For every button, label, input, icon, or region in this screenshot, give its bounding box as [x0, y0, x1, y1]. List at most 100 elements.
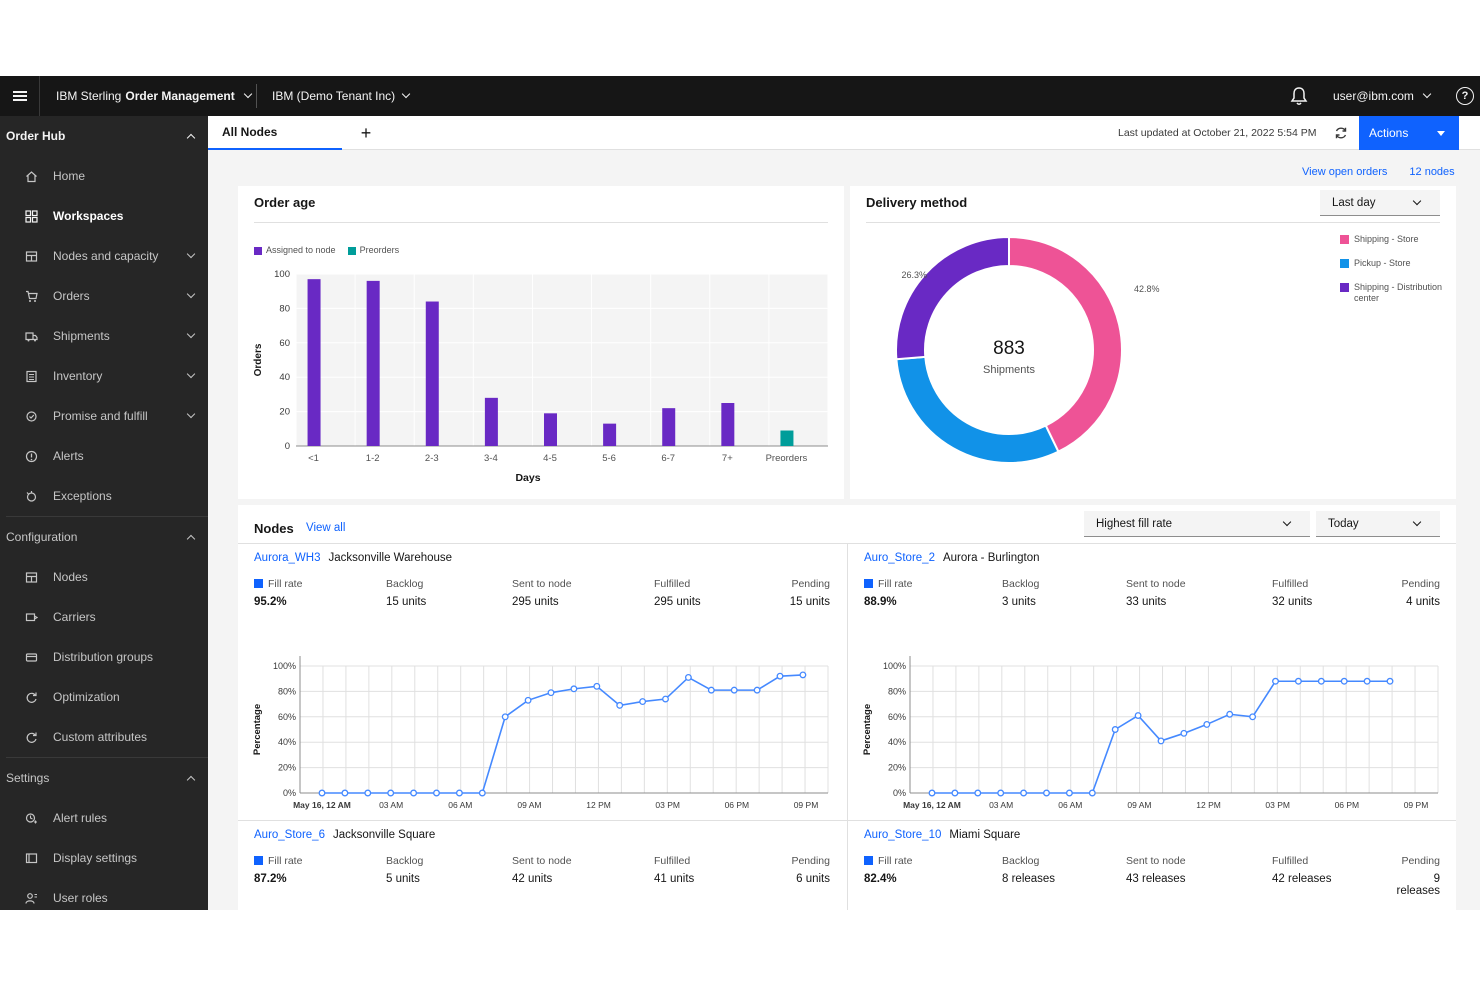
- metric-fulfilled: Fulfilled 42 releases: [1272, 855, 1331, 885]
- metric-value: 15 units: [386, 596, 427, 608]
- nodes-view-all-link[interactable]: View all: [306, 522, 346, 534]
- sidebar-item-alerts[interactable]: Alerts: [0, 436, 208, 476]
- sidebar-item-promise-and-fulfill[interactable]: Promise and fulfill: [0, 396, 208, 436]
- settings-list: Alert rules Display settings User roles: [0, 798, 208, 910]
- nodes-count-link[interactable]: 12 nodes: [1409, 166, 1455, 178]
- sidebar-section-settings[interactable]: Settings: [0, 758, 208, 798]
- data-point: [455, 789, 463, 797]
- sidebar-item-workspaces[interactable]: Workspaces: [0, 196, 208, 236]
- top-bar: IBM Sterling Order Management IBM (Demo …: [0, 76, 1480, 116]
- sidebar-item-distribution-groups[interactable]: Distribution groups: [0, 637, 208, 677]
- sidebar-item-nodes[interactable]: Nodes: [0, 557, 208, 597]
- metric-label: Sent to node: [1126, 855, 1186, 867]
- order-age-legend: Assigned to node Preorders: [254, 245, 399, 255]
- notification-bell-icon[interactable]: [1290, 86, 1308, 106]
- data-point: [1134, 712, 1142, 719]
- data-point: [1294, 677, 1302, 685]
- sidebar-item-alert-rules[interactable]: Alert rules: [0, 798, 208, 838]
- node-name: Jacksonville Square: [332, 829, 436, 841]
- home-icon: [24, 169, 38, 183]
- dropdown-value: Today: [1328, 517, 1359, 530]
- x-tick-label: 2-3: [425, 453, 439, 464]
- sidebar-item-home[interactable]: Home: [0, 156, 208, 196]
- metric-label: Sent to node: [512, 578, 572, 590]
- sidebar-item-label: Orders: [53, 289, 90, 303]
- sidebar-item-orders[interactable]: Orders: [0, 276, 208, 316]
- bar-7: [721, 403, 735, 446]
- chevron-down-icon: [186, 329, 196, 339]
- sidebar-item-exceptions[interactable]: Exceptions: [0, 476, 208, 516]
- product-name: Order Management: [125, 89, 235, 103]
- data-point: [776, 672, 784, 680]
- x-tick-label: 06 AM: [448, 800, 472, 810]
- metric-fill-rate: Fill rate 95.2%: [254, 578, 302, 608]
- data-point: [730, 686, 738, 694]
- metric-backlog: Backlog 3 units: [1002, 578, 1039, 608]
- data-point: [547, 689, 555, 697]
- node-code-link[interactable]: Auro_Store_6: [254, 829, 325, 841]
- help-icon[interactable]: ?: [1456, 87, 1474, 105]
- node-name: Miami Square: [949, 829, 1021, 841]
- node-code-link[interactable]: Auro_Store_2: [864, 552, 935, 564]
- legend-shipping-dc: Shipping - Distribution center: [1340, 282, 1450, 304]
- y-tick-label: 60%: [278, 712, 296, 722]
- metric-label: Backlog: [1002, 578, 1040, 590]
- sidebar-item-custom-attributes[interactable]: Custom attributes: [0, 717, 208, 757]
- sidebar-item-display-settings[interactable]: Display settings: [0, 838, 208, 878]
- workspaces-icon: [24, 209, 38, 223]
- sidebar-item-label: Home: [53, 169, 86, 183]
- sidebar-item-user-roles[interactable]: User roles: [0, 878, 208, 910]
- node-header: Auro_Store_10 Miami Square: [864, 829, 1020, 841]
- sidebar: Order Hub Home Workspaces Nodes and capaci…: [0, 116, 208, 910]
- metric-label: Fulfilled: [1272, 855, 1309, 867]
- sidebar-section-configuration[interactable]: Configuration: [0, 517, 208, 557]
- sidebar-item-shipments[interactable]: Shipments: [0, 316, 208, 356]
- data-point: [1020, 789, 1028, 797]
- legend-swatch: [1340, 235, 1349, 244]
- sidebar-item-inventory[interactable]: Inventory: [0, 356, 208, 396]
- data-point: [593, 682, 601, 690]
- sidebar-section-order-hub[interactable]: Order Hub: [0, 116, 208, 156]
- y-tick-label: 100%: [883, 661, 906, 671]
- data-point: [433, 789, 440, 797]
- legend-assigned: Assigned to node: [254, 245, 336, 255]
- y-tick-label: 60%: [888, 712, 906, 722]
- x-tick-label: 12 PM: [1196, 800, 1221, 810]
- donut-slice-shipping-distribution-center: [895, 235, 1010, 361]
- y-axis-title: Percentage: [862, 704, 873, 755]
- legend-pickup-store: Pickup - Store: [1340, 258, 1450, 269]
- sidebar-item-nodes-and-capacity[interactable]: Nodes and capacity: [0, 236, 208, 276]
- time-dropdown[interactable]: Today: [1316, 511, 1440, 537]
- tenant-switcher[interactable]: IBM (Demo Tenant Inc): [272, 76, 411, 116]
- delivery-period-dropdown[interactable]: Last day: [1320, 190, 1440, 216]
- actions-button[interactable]: Actions: [1359, 116, 1459, 150]
- node-code-link[interactable]: Auro_Store_10: [864, 829, 942, 841]
- product-switcher[interactable]: IBM Sterling Order Management: [56, 76, 252, 116]
- add-tab-button[interactable]: +: [360, 122, 372, 143]
- sidebar-item-carriers[interactable]: Carriers: [0, 597, 208, 637]
- tab-all-nodes[interactable]: All Nodes: [208, 116, 342, 150]
- metric-backlog: Backlog 8 releases: [1002, 855, 1055, 885]
- menu-icon[interactable]: [0, 76, 40, 116]
- legend-label: Pickup - Store: [1354, 258, 1411, 268]
- sort-dropdown[interactable]: Highest fill rate: [1084, 511, 1310, 537]
- sidebar-item-optimization[interactable]: Optimization: [0, 677, 208, 717]
- sidebar-item-label: Custom attributes: [53, 730, 148, 744]
- x-tick-label: 3-4: [484, 453, 498, 464]
- divider: [847, 543, 848, 910]
- data-point: [753, 686, 761, 694]
- x-tick-label: 5-6: [602, 453, 616, 464]
- fill-rate-chart-aurora-wh3: 0% 20% 40% 60% 80% 100% May 16, 12 AM 03 AM 06 A…: [252, 656, 829, 810]
- refresh-icon[interactable]: [1334, 126, 1348, 140]
- node-code-link[interactable]: Aurora_WH3: [254, 552, 321, 564]
- sidebar-item-label: Optimization: [53, 690, 120, 704]
- truck-icon: [24, 329, 38, 343]
- optimization-icon: [24, 690, 38, 704]
- user-menu[interactable]: user@ibm.com: [1333, 76, 1432, 116]
- node-header: Auro_Store_6 Jacksonville Square: [254, 829, 435, 841]
- view-open-orders-link[interactable]: View open orders: [1302, 166, 1388, 178]
- alert-rules-icon: [24, 811, 38, 825]
- chevron-down-icon: [186, 289, 196, 299]
- metric-value: 42 units: [512, 873, 553, 885]
